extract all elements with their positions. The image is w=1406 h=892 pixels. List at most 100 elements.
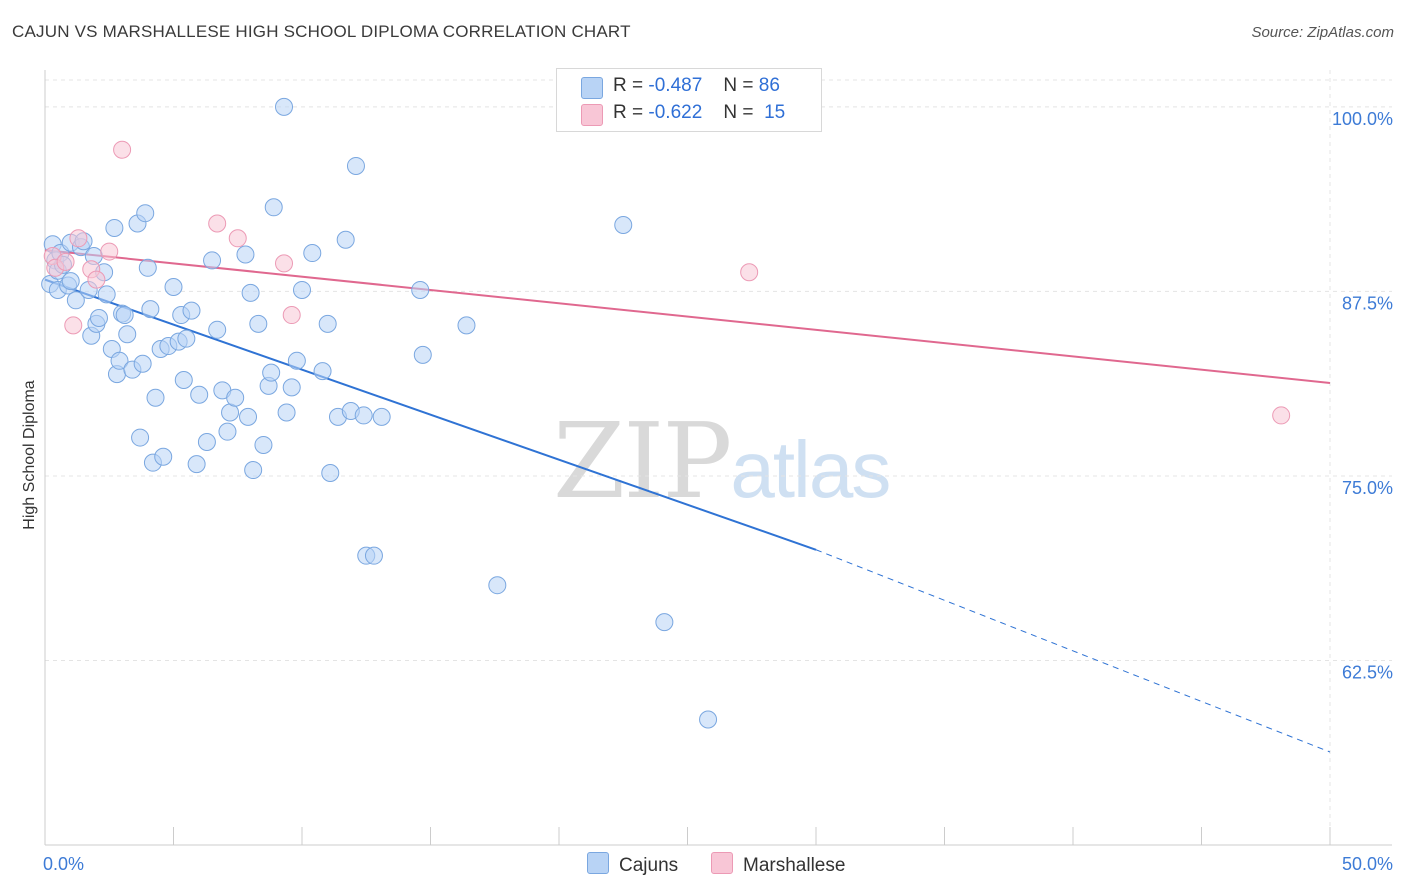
cajuns-point [457,316,476,335]
marshallese-point [69,229,88,248]
cajuns-point [313,362,332,381]
cajuns-legend-label: Cajuns [619,855,679,876]
marshallese-point [740,263,759,282]
cajuns-point [275,97,294,116]
cajuns-point [154,447,173,466]
bottom-legend-cajuns: Cajuns [587,852,678,877]
cajuns-point [287,351,306,370]
cajuns-point [97,285,116,304]
cajuns-point [187,455,206,474]
legend-n-value: 15 [764,102,786,123]
data-points [41,97,1291,729]
marshallese-point [208,214,227,233]
cajuns-point [182,301,201,320]
cajuns-point [346,156,365,175]
cajuns-point [190,385,209,404]
cajuns-point [115,306,134,325]
cajuns-legend-swatch [587,852,609,874]
y-tick-label: 100.0% [1332,109,1393,129]
cajuns-point [277,403,296,422]
y-tick-label: 87.5% [1342,293,1393,313]
cajuns-point [136,204,155,223]
cajuns-point [203,251,222,270]
cajuns-point [197,433,216,451]
cajuns-point [699,710,718,729]
cajuns-point [321,464,340,482]
marshallese-point [1272,406,1291,425]
cajuns-point [118,325,137,344]
y-tick-label: 62.5% [1342,662,1393,682]
marshallese-legend-label: Marshallese [743,855,846,876]
x-tick-label: 0.0% [43,854,84,874]
cajuns-point [249,314,268,333]
cajuns-point [293,280,311,299]
cajuns-point [413,345,432,364]
legend-r-label: R = [613,102,644,123]
marshallese-trend-line [44,249,1331,384]
cajuns-point [372,407,391,426]
legend-text-cajuns: R = -0.487 N = 86 [613,75,780,97]
legend-n-value: 86 [758,75,780,96]
x-tick-label: 50.0% [1342,854,1393,874]
cajuns-point [241,283,260,302]
marshallese-point [100,242,119,261]
cajuns-point [174,371,193,389]
axes [44,70,1392,846]
watermark-atlas: atlas [730,425,891,514]
cajuns-point [318,314,337,333]
marshallese-point [87,270,106,289]
cajuns-point [218,422,237,441]
cajuns-point [146,388,165,407]
y-tick-label: 75.0% [1342,478,1393,498]
marshallese-legend-swatch [711,852,733,874]
legend-r-value: -0.487 [648,75,703,96]
cajuns-trend-extension [815,549,1331,753]
marshallese-point [282,306,301,325]
watermark-zip: ZIP [553,400,732,522]
cajuns-point [226,388,245,407]
cajuns-point [239,407,258,426]
cajuns-point [66,291,85,310]
cajuns-point [303,244,322,263]
cajuns-point [138,258,157,277]
bottom-legend-marshallese: Marshallese [711,852,845,877]
marshallese-point [56,252,75,271]
cajuns-point [488,576,507,595]
marshallese-point [275,254,294,273]
cajuns-point [177,329,196,348]
chart-title: CAJUN VS MARSHALLESE HIGH SCHOOL DIPLOMA… [12,22,631,41]
cajuns-point [364,546,383,565]
stats-legend: R = -0.487 N = 86 R = -0.622 N = 15 [556,68,822,132]
cajuns-point [61,272,80,291]
cajuns-point [141,300,160,319]
grid-lines [45,70,1392,845]
cajuns-point [244,461,263,480]
trend-lines [44,249,1331,753]
tick-labels: 100.0% 87.5% 75.0% 62.5% 0.0% 50.0% [43,109,1393,874]
cajuns-point [614,216,633,234]
cajuns-point [262,363,281,382]
cajuns-point [282,378,301,397]
legend-r-label: R = [613,75,644,96]
cajuns-point [655,613,674,632]
cajuns-point [254,435,273,454]
marshallese-point [113,140,132,159]
legend-text-marshallese: R = -0.622 N = 15 [613,102,785,124]
cajuns-swatch [581,77,603,99]
marshallese-point [228,229,247,248]
marshallese-swatch [581,104,603,126]
cajuns-point [411,280,430,299]
legend-r-value: -0.622 [648,102,703,123]
cajuns-point [264,198,283,217]
marshallese-point [64,316,83,335]
legend-n-label: N = [723,102,754,123]
watermark: ZIPatlas [553,400,891,522]
source-credit: Source: ZipAtlas.com [1251,24,1394,41]
cajuns-point [236,245,255,264]
cajuns-point [208,320,227,339]
legend-n-label: N = [723,75,754,96]
cajuns-trend-line [44,278,817,551]
cajuns-point [133,354,152,373]
cajuns-point [105,218,124,237]
